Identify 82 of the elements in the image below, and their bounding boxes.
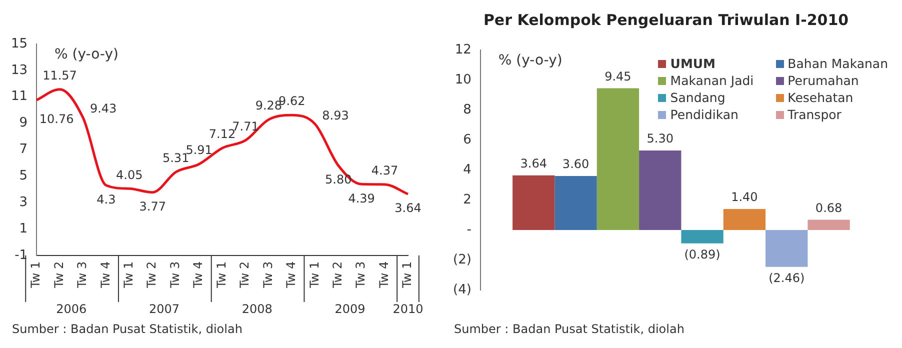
data-label: 1.40: [731, 190, 758, 204]
y-tick-label: (2): [452, 252, 472, 268]
y-tick-label: 10: [454, 72, 472, 88]
bar: [554, 176, 597, 230]
x-tick-label: Tw 4: [98, 261, 112, 289]
data-label: 7.12: [208, 127, 236, 142]
x-tick-label: Tw 3: [354, 261, 368, 289]
y-tick-label: 4: [463, 162, 472, 178]
text: 2008: [242, 302, 272, 316]
data-label: 4.3: [96, 192, 116, 206]
data-label: 3.64: [520, 156, 547, 171]
x-tick-label: Tw 2: [52, 261, 66, 289]
data-label: (2.46): [768, 271, 805, 286]
y-tick-label: 7: [19, 142, 28, 158]
bar: [766, 230, 808, 267]
line-series: [35, 88, 410, 196]
y-tick-label: 2: [463, 192, 472, 208]
x-tick-label: Tw 1: [28, 261, 43, 289]
data-label: (0.89): [684, 247, 720, 262]
y-axis-title: % (y-o-y): [498, 52, 562, 69]
data-label: 5.80: [324, 172, 352, 187]
data-label: 3.64: [394, 201, 422, 216]
y-tick-label: (4): [452, 282, 472, 298]
x-tick-label: Tw 1: [307, 261, 322, 289]
x-tick-label: Tw 4: [376, 261, 391, 289]
x-tick-label: Tw 2: [238, 261, 252, 289]
y-tick-label: 12: [454, 42, 472, 58]
bar: [808, 220, 850, 230]
data-label: 5.30: [646, 132, 674, 146]
x-tick-label: Tw 1: [214, 261, 228, 289]
data-label: 3.60: [562, 157, 590, 172]
text: Sumber : Badan Pusat Statistik, diolah: [12, 322, 242, 336]
bar: [723, 209, 766, 230]
x-tick-label: Tw 3: [168, 261, 182, 289]
text: 2009: [334, 302, 366, 316]
data-label: 4.37: [371, 164, 398, 178]
x-tick-label: Tw 2: [144, 261, 159, 289]
x-tick-label: Tw 2: [330, 261, 344, 289]
legend-label: Pendidikan: [670, 107, 738, 122]
legend-label: Bahan Makanan: [788, 56, 888, 71]
x-tick-label: Tw 4: [191, 261, 206, 289]
y-tick-label: -1: [14, 248, 28, 263]
y-tick-label: 5: [19, 168, 28, 184]
data-label: 8.93: [322, 108, 349, 122]
chart-title: Per Kelompok Pengeluaran Triwulan I-2010: [483, 10, 849, 29]
x-tick-label: Tw 3: [75, 261, 90, 289]
y-tick-label: -: [466, 222, 472, 238]
y-tick-label: 15: [10, 36, 28, 52]
text: Sumber : Badan Pusat Statistik, diolah: [454, 322, 684, 336]
x-tick-label: Tw 1: [400, 261, 414, 289]
data-label: 0.68: [815, 200, 842, 215]
bar: [596, 88, 640, 230]
y-tick-label: 13: [10, 62, 28, 78]
text: 2007: [148, 302, 180, 316]
y-tick-label: 9: [19, 116, 28, 131]
legend-label: Perumahan: [788, 73, 859, 88]
data-label: 9.43: [90, 102, 117, 116]
bar: [681, 230, 724, 244]
legend-label: UMUM: [670, 56, 716, 71]
y-tick-label: 6: [463, 132, 472, 148]
bar: [512, 175, 555, 230]
legend-label: Sandang: [670, 90, 726, 105]
bar: [639, 150, 682, 230]
y-axis-title: % (y-o-y): [54, 46, 118, 63]
data-label: 10.76: [39, 112, 74, 126]
x-tick-label: Tw 3: [260, 261, 275, 289]
text: 2006: [56, 302, 87, 316]
data-label: 4.05: [116, 168, 143, 182]
y-tick-label: 11: [10, 89, 28, 104]
y-tick-label: 1: [19, 221, 28, 236]
legend-label: Kesehatan: [788, 90, 854, 105]
data-label: 11.57: [42, 68, 77, 82]
legend-label: Transpor: [788, 107, 842, 122]
text: 2010: [392, 302, 424, 316]
data-label: 4.39: [348, 191, 375, 206]
y-tick-label: 3: [19, 194, 28, 210]
x-tick-label: Tw 1: [122, 261, 136, 289]
data-label: 9.45: [604, 69, 632, 84]
x-tick-label: Tw 4: [284, 261, 298, 289]
y-tick-label: 8: [463, 102, 472, 118]
data-label: 3.77: [139, 199, 166, 214]
legend-label: Makanan Jadi: [670, 73, 754, 88]
